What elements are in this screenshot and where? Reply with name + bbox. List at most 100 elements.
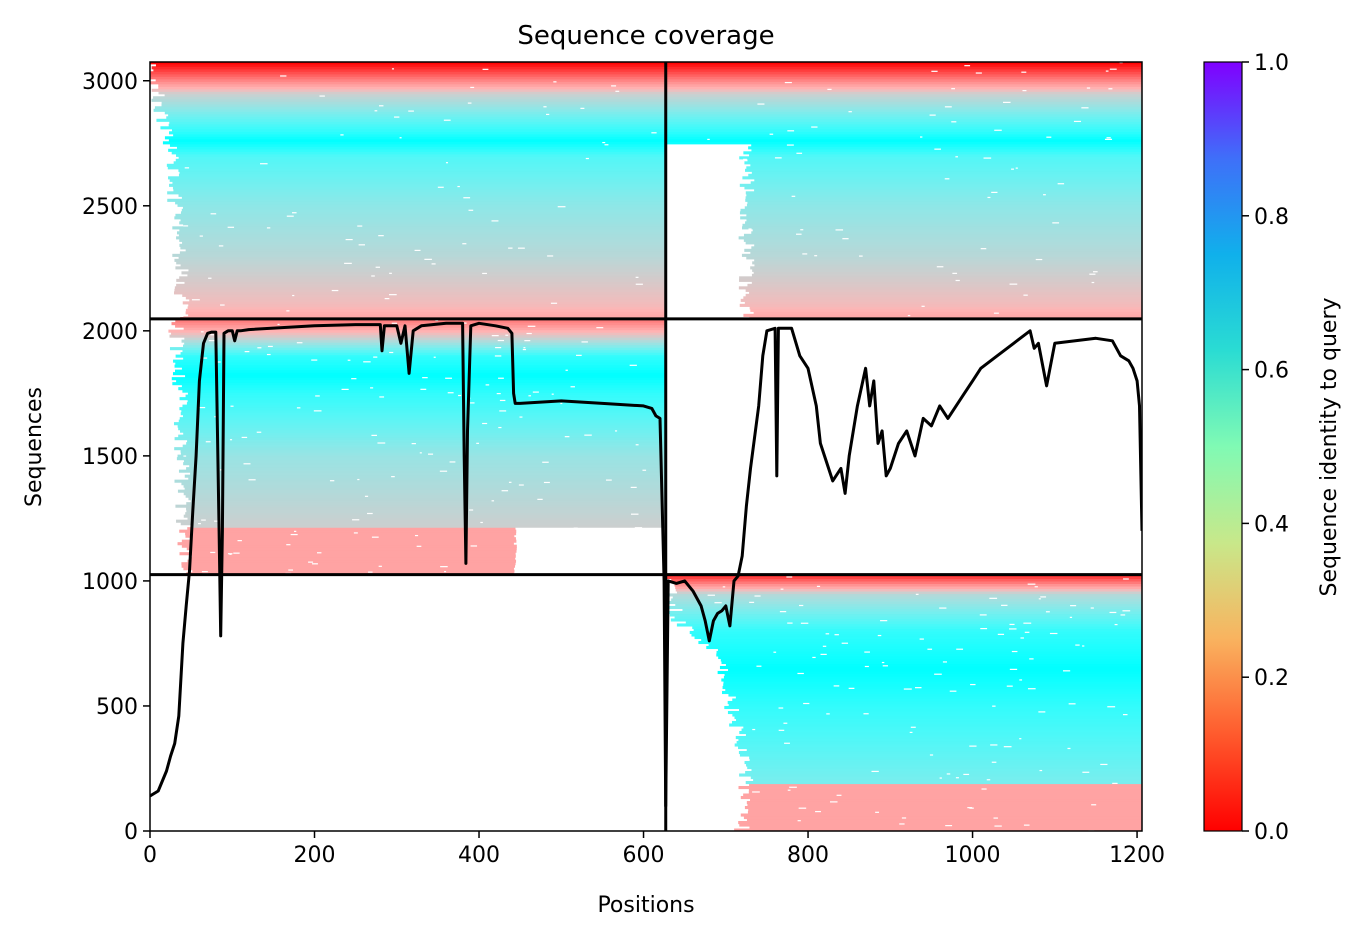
coverage-row [745,733,1142,737]
coverage-row [748,790,1142,795]
coverage-row [750,163,1142,167]
y-tick-label: 500 [96,695,138,720]
alignment-gap [756,665,762,667]
alignment-gap [1082,645,1085,647]
alignment-gap [210,334,214,336]
alignment-gap [778,729,785,731]
alignment-gap [411,443,416,445]
coverage-row [169,121,1142,125]
coverage-row [183,567,514,571]
alignment-gap [286,544,291,546]
alignment-gap [329,480,335,482]
alignment-gap [437,186,444,188]
coverage-row [179,171,666,175]
coverage-row [186,509,666,513]
alignment-gap [1009,283,1018,285]
coverage-row [181,544,517,548]
coverage-row [186,442,666,446]
alignment-gap [495,346,502,349]
alignment-gap [288,569,294,571]
coverage-row [753,311,1142,315]
coverage-row [174,291,666,295]
alignment-gap [899,823,905,825]
coverage-row [754,258,1142,262]
alignment-gap [584,434,592,436]
alignment-gap [993,817,998,819]
alignment-gap [218,245,224,247]
alignment-gap [676,307,682,309]
coverage-row [751,231,1142,235]
coverage-row [745,770,1142,775]
coverage-row [180,452,666,456]
alignment-gap [427,453,434,455]
coverage-row [168,113,1142,117]
coverage-row [178,193,666,197]
coverage-row [181,482,666,486]
coverage-row [665,593,1142,597]
plot-frame [149,61,1143,832]
coverage-row [708,643,1142,647]
alignment-gap [482,68,489,70]
x-tick-label: 1200 [1109,843,1165,868]
coverage-row [745,241,1142,245]
alignment-gap [551,393,554,395]
coverage-row [675,588,1142,592]
alignment-gap [1024,631,1030,633]
alignment-gap [952,272,958,274]
alignment-gap [527,325,536,327]
alignment-gap [183,225,189,227]
coverage-row [179,407,666,411]
alignment-gap [501,490,509,492]
alignment-gap [1021,71,1027,73]
coverage-row [173,133,1142,137]
coverage-row [727,710,1142,715]
alignment-gap [634,527,643,529]
coverage-line-layer [150,321,1142,808]
alignment-gap [936,266,944,268]
alignment-gap [1057,183,1065,185]
alignment-gap [787,622,793,624]
coverage-row [743,233,1142,237]
coverage-row [728,693,1142,697]
alignment-gap [470,545,478,547]
alignment-gap [378,565,382,567]
y-tick-label: 1500 [82,445,138,470]
x-tick-label: 200 [294,843,336,868]
alignment-gap [293,530,297,532]
coverage-row [746,203,1142,207]
alignment-gap [389,272,392,274]
coverage-row [187,517,666,521]
alignment-gap [919,638,924,640]
alignment-gap [629,364,637,366]
alignment-gap [1046,136,1052,138]
coverage-row [167,166,666,170]
alignment-gap [519,416,523,418]
coverage-row [174,286,666,290]
alignment-gap [931,70,938,72]
coverage-row [178,387,666,391]
alignment-gap [491,500,495,502]
coverage-row [725,688,1142,692]
coverage-row [189,464,666,468]
alignment-gap [796,152,803,154]
alignment-gap [553,81,557,83]
coverage-row [175,354,666,358]
coverage-row [173,359,666,363]
coverage-row [190,499,666,503]
alignment-gap [296,342,303,344]
alignment-gap [1040,596,1047,598]
coverage-row [752,261,1142,265]
alignment-gap [543,106,547,108]
alignment-gap [1069,616,1073,618]
coverage-row [182,404,666,408]
alignment-gap [560,402,563,405]
alignment-gap [642,469,647,471]
coverage-row [666,600,1142,605]
alignment-gap [994,825,1002,827]
alignment-gap [229,553,232,555]
coverage-row [742,226,1142,230]
alignment-gap [1114,623,1118,626]
alignment-gap [344,262,352,264]
alignment-gap [467,102,472,104]
alignment-gap [835,229,844,231]
